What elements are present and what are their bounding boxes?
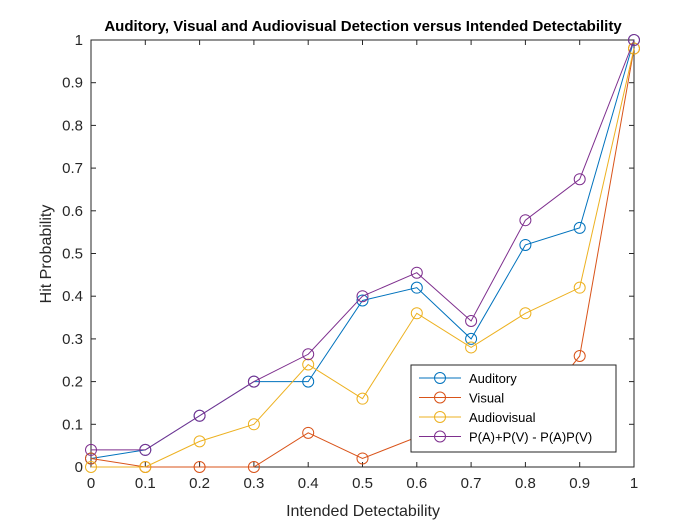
data-point — [410, 266, 423, 279]
data-point — [573, 173, 586, 186]
axes: 0 0.1 0.2 0.3 0.4 0.5 0.6 0.7 0.8 0.9 1 0 0.1 0.2 0.3 0… — [62, 32, 638, 492]
data-point — [356, 392, 369, 405]
data-point — [85, 443, 97, 456]
x-tick-label: 0.9 — [569, 475, 590, 492]
x-tick-label: 0.4 — [298, 475, 319, 492]
legend-entry: Audiovisual — [419, 410, 536, 425]
x-tick-label: 0.5 — [352, 475, 373, 492]
series-line — [91, 39, 635, 451]
series-4 — [85, 34, 640, 456]
x-tick-label: 0.7 — [461, 475, 482, 492]
series-line — [91, 48, 635, 468]
legend-label: Audiovisual — [469, 410, 536, 425]
data-point — [356, 452, 369, 465]
legend-entry: Auditory — [419, 371, 517, 386]
data-point — [193, 435, 206, 448]
x-tick-label: 0.1 — [135, 475, 156, 492]
legend-marker — [434, 411, 446, 423]
data-point — [85, 461, 97, 473]
y-tick-label: 0.5 — [62, 246, 83, 263]
data-point — [302, 426, 315, 439]
legend-entry: Visual — [419, 391, 504, 406]
legend-marker — [434, 391, 446, 404]
chart-title: Auditory, Visual and Audiovisual Detecti… — [104, 18, 622, 35]
y-tick-label: 1 — [75, 32, 83, 49]
series-3 — [85, 42, 640, 473]
data-point — [410, 307, 423, 320]
data-point — [519, 214, 532, 227]
y-tick-label: 0.1 — [62, 416, 83, 433]
data-point — [302, 348, 315, 361]
legend-marker — [434, 372, 446, 384]
legend-label: Auditory — [469, 371, 517, 386]
y-tick-label: 0.4 — [62, 288, 83, 305]
data-point — [573, 221, 586, 234]
y-tick-label: 0.6 — [62, 203, 83, 220]
y-axis-label: Hit Probability — [38, 205, 55, 304]
x-tick-label: 0.2 — [189, 475, 210, 492]
x-tick-label: 1 — [630, 475, 638, 492]
legend-entry: P(A)+P(V) - P(A)P(V) — [419, 430, 592, 445]
legend-marker — [434, 430, 446, 443]
data-point — [139, 461, 152, 473]
x-tick-label: 0 — [87, 475, 95, 492]
data-point — [302, 358, 315, 371]
x-tick-label: 0.3 — [243, 475, 264, 492]
data-point — [519, 307, 532, 320]
data-point — [139, 443, 152, 456]
data-point — [247, 418, 260, 431]
data-point — [573, 349, 586, 362]
data-point — [465, 332, 478, 345]
data-point — [628, 42, 640, 55]
x-tick-label: 0.6 — [406, 475, 427, 492]
x-axis-label: Intended Detectability — [286, 503, 440, 520]
data-point — [410, 281, 423, 294]
y-tick-label: 0.8 — [62, 117, 83, 134]
data-point — [85, 452, 97, 465]
data-point — [356, 294, 369, 307]
x-tick-label: 0.8 — [515, 475, 536, 492]
y-tick-label: 0.7 — [62, 160, 83, 177]
y-tick-label: 0 — [75, 459, 83, 476]
data-point — [573, 281, 586, 294]
data-point — [302, 375, 315, 388]
y-tick-label: 0.9 — [62, 75, 83, 92]
data-point — [193, 461, 206, 473]
legend-label: P(A)+P(V) - P(A)P(V) — [469, 430, 592, 445]
data-point — [356, 290, 369, 303]
data-point — [247, 461, 260, 473]
data-point — [628, 34, 640, 46]
data-point — [193, 409, 206, 422]
data-point — [247, 375, 260, 388]
data-point — [465, 314, 478, 327]
y-tick-label: 0.2 — [62, 374, 83, 391]
data-point — [465, 341, 478, 354]
data-point — [519, 238, 532, 251]
legend-label: Visual — [469, 391, 504, 406]
y-tick-label: 0.3 — [62, 331, 83, 348]
legend: Auditory Visual Audiovisual P(A)+P(V) - P(A… — [410, 364, 617, 453]
